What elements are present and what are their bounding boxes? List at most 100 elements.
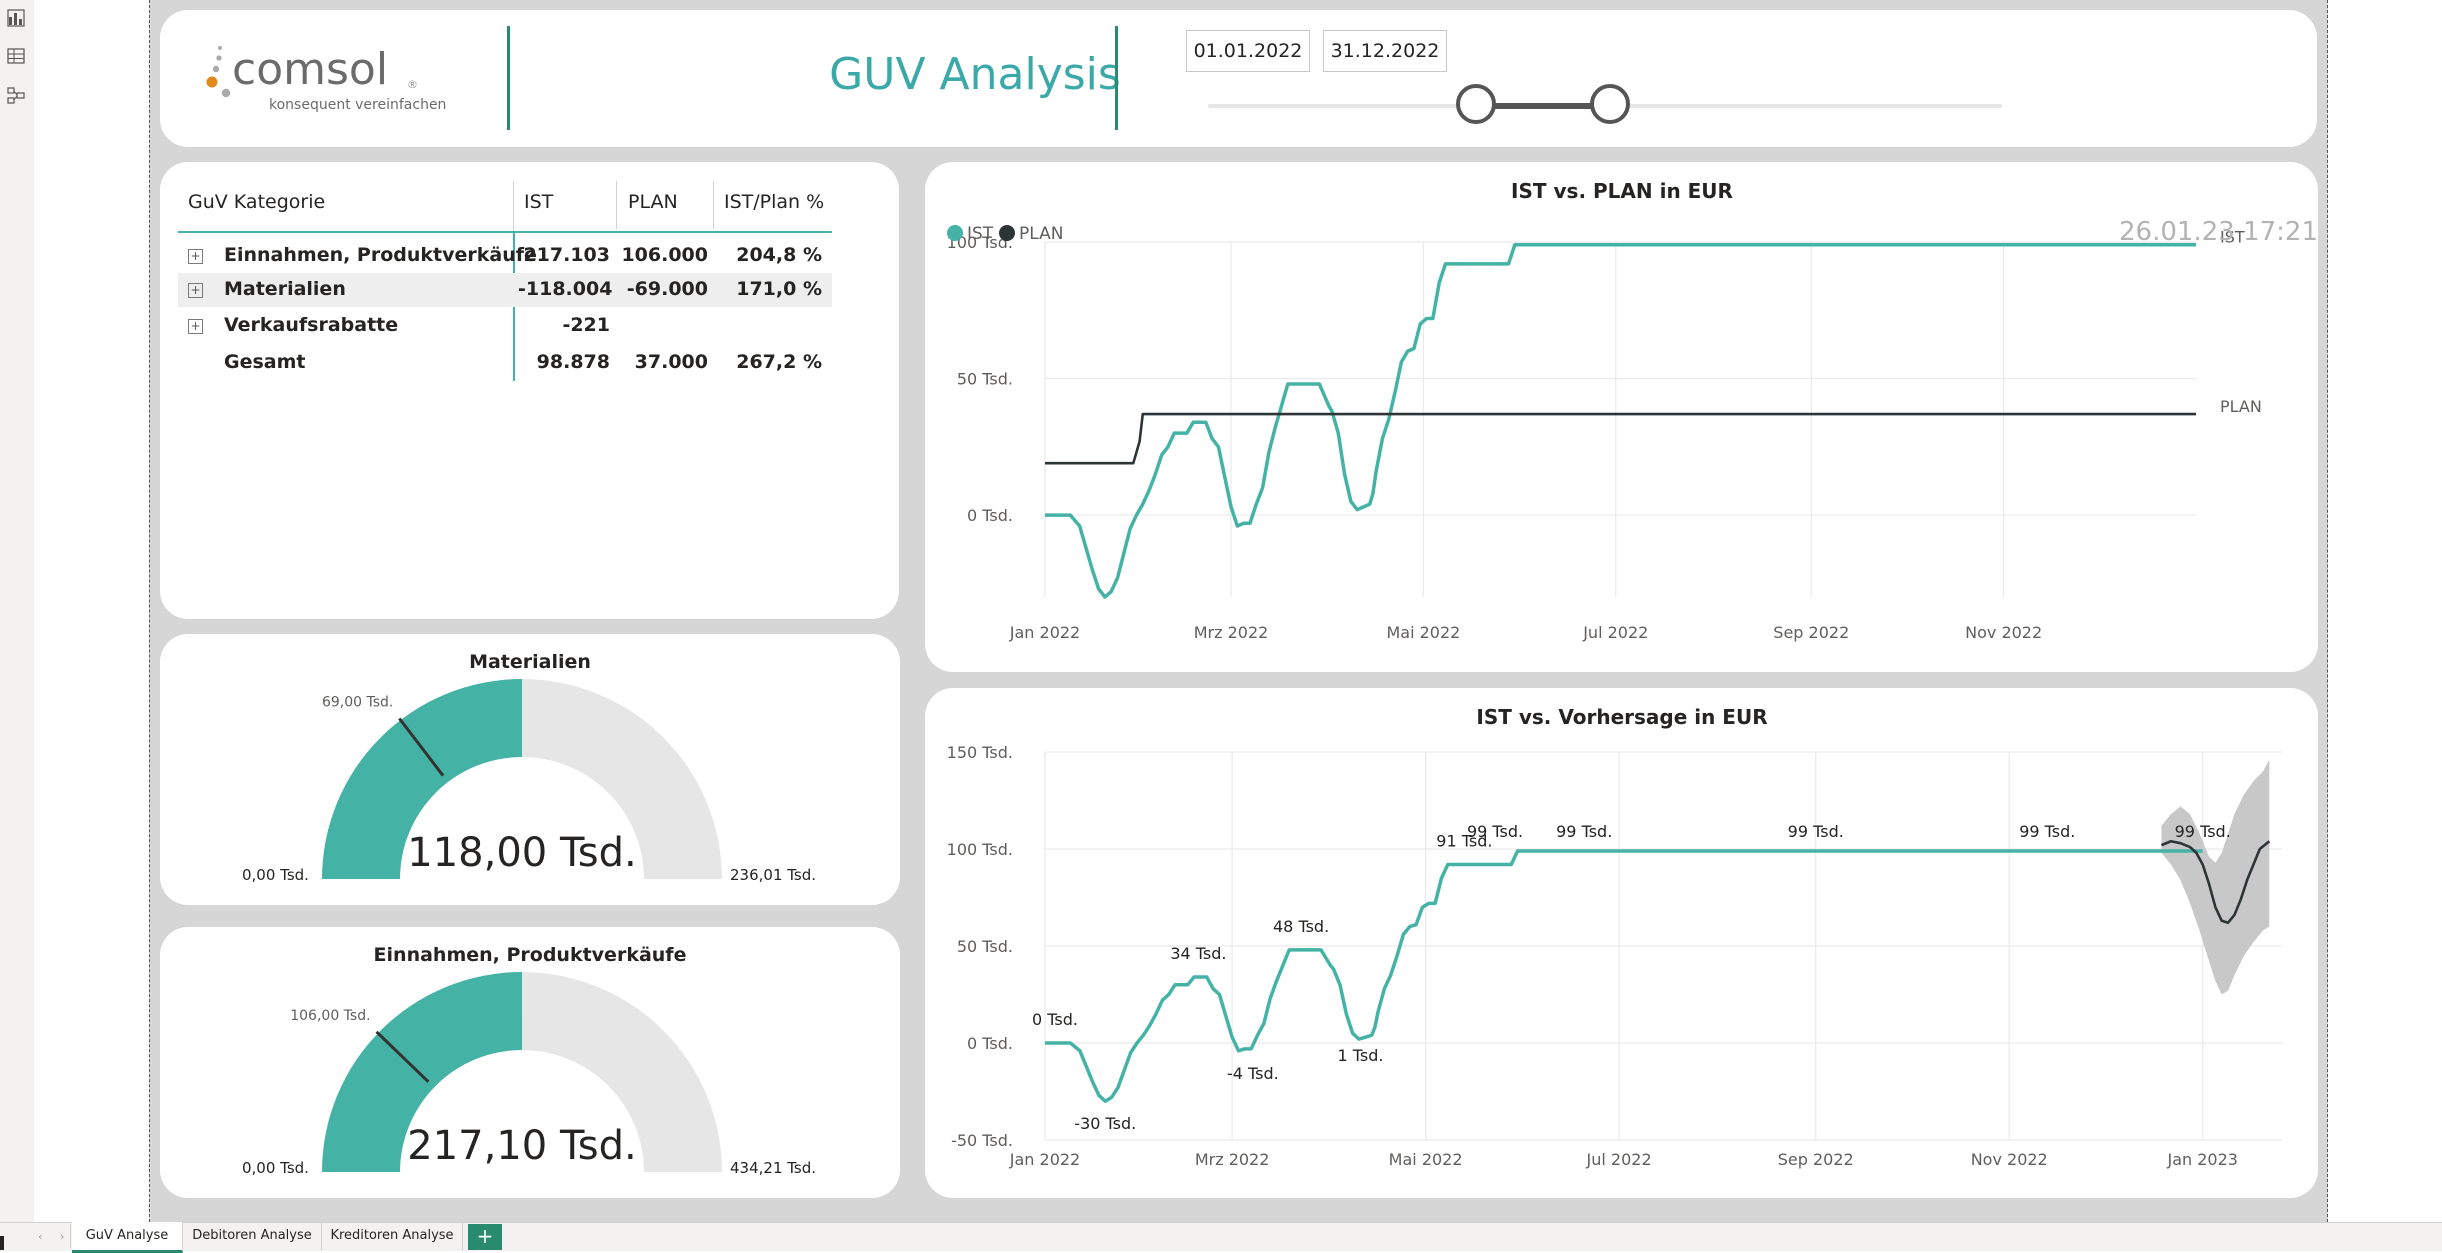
series-end-label: PLAN (2220, 397, 2262, 416)
data-label: 99 Tsd. (2019, 822, 2075, 841)
canvas-margin-right (2328, 0, 2442, 1222)
y-tick-label: 150 Tsd. (947, 743, 1013, 762)
data-label: 1 Tsd. (1338, 1046, 1384, 1065)
chart-ist-vs-vorhersage[interactable]: IST vs. Vorhersage in EUR -50 Tsd. 0 Tsd. 5… (925, 688, 2318, 1198)
date-slider-handle-start[interactable] (1456, 84, 1496, 124)
row-pct: 204,8 % (736, 244, 822, 266)
table-row[interactable]: + Verkaufsrabatte -221 (178, 309, 832, 343)
x-tick-label: Mrz 2022 (1194, 623, 1269, 642)
x-tick-label: Mrz 2022 (1195, 1150, 1270, 1169)
data-label: -30 Tsd. (1074, 1114, 1136, 1133)
gauge-value-arc (322, 679, 522, 879)
gauge-target-marker (375, 1030, 430, 1083)
gauge-max-label: 236,01 Tsd. (730, 866, 816, 884)
series-line-ist[interactable] (1045, 849, 2203, 1103)
row-plan: -69.000 (626, 278, 708, 300)
series-line-vorhersage[interactable] (2160, 839, 2271, 925)
col-sep-2 (616, 181, 617, 229)
tab-scroll-left-icon[interactable]: ‹ (38, 1230, 43, 1243)
data-label: 91 Tsd. (1436, 832, 1492, 851)
legend-marker-plan (999, 225, 1015, 241)
series-line-plan[interactable] (1045, 412, 2196, 465)
x-tick-label: Nov 2022 (1971, 1150, 2048, 1169)
data-label: 99 Tsd. (2175, 822, 2231, 841)
table-row[interactable]: + Einnahmen, Produktverkäufe 217.103 106… (178, 239, 832, 273)
total-name: Gesamt (224, 351, 306, 373)
tab-scroll-right-icon[interactable]: › (60, 1230, 65, 1243)
data-view-icon[interactable] (6, 46, 26, 66)
x-tick-label: Jul 2022 (1586, 1150, 1652, 1169)
col-header-plan[interactable]: PLAN (628, 191, 678, 213)
row-name: Materialien (224, 278, 346, 300)
row-plan: 106.000 (621, 244, 708, 266)
x-tick-label: Sep 2022 (1778, 1150, 1854, 1169)
logo-tagline: konsequent vereinfachen (269, 97, 446, 113)
x-tick-label: Mai 2022 (1386, 623, 1460, 642)
gauge-title: Materialien (469, 651, 591, 673)
data-label: 99 Tsd. (1467, 822, 1523, 841)
y-tick-label: -50 Tsd. (951, 1131, 1013, 1150)
tab-scroll-divider (70, 1224, 71, 1248)
tab-guv-analyse[interactable]: GuV Analyse (72, 1222, 183, 1253)
data-label: 99 Tsd. (1788, 822, 1844, 841)
y-tick-label: 0 Tsd. (967, 506, 1013, 525)
row-pct: 171,0 % (736, 278, 822, 300)
date-to-input[interactable]: 31.12.2022 (1323, 30, 1447, 72)
gauge-materialien[interactable]: Materialien 69,00 Tsd. 118,00 Tsd. 0,00 Tsd… (160, 634, 900, 905)
total-plan: 37.000 (634, 351, 708, 373)
gauge-target-label: 69,00 Tsd. (322, 694, 393, 710)
date-from-input[interactable]: 01.01.2022 (1186, 30, 1310, 72)
x-tick-label: Jul 2022 (1582, 623, 1648, 642)
refresh-timestamp: 26.01.23 17:21 (2119, 217, 2318, 247)
row-highlight (178, 273, 832, 307)
data-label: 99 Tsd. (1556, 822, 1612, 841)
model-view-icon[interactable] (6, 86, 26, 106)
date-slider-handle-end[interactable] (1590, 84, 1630, 124)
header-divider-left (507, 26, 510, 130)
gauge-card-materialien: Materialien 69,00 Tsd. 118,00 Tsd. 0,00 Tsd… (160, 634, 900, 905)
col-header-kategorie[interactable]: GuV Kategorie (188, 191, 326, 213)
chart-ist-plan-card: IST vs. PLAN in EUR 0 Tsd. 50 Tsd. 100 Tsd.… (925, 162, 2318, 672)
row-ist: 217.103 (523, 244, 610, 266)
legend-label-ist[interactable]: IST (967, 224, 994, 244)
gauge-einnahmen[interactable]: Einnahmen, Produktverkäufe 106,00 Tsd. 217… (160, 927, 900, 1198)
report-view-icon[interactable] (6, 8, 26, 28)
x-tick-label: Jan 2022 (1009, 1150, 1080, 1169)
header-divider-right (1115, 26, 1118, 130)
expand-icon[interactable]: + (188, 319, 203, 334)
chart-ist-vorhersage-card: IST vs. Vorhersage in EUR -50 Tsd. 0 Tsd. 5… (925, 688, 2318, 1198)
gauge-value-label: 217,10 Tsd. (407, 1123, 636, 1169)
add-page-button[interactable]: + (468, 1224, 502, 1250)
gauge-min-label: 0,00 Tsd. (242, 1159, 309, 1177)
expand-icon[interactable]: + (188, 283, 203, 298)
table-row[interactable]: + Materialien -118.004 -69.000 171,0 % (178, 273, 832, 307)
series-line-ist[interactable] (1045, 242, 2196, 599)
date-slider-range (1478, 103, 1610, 109)
x-tick-label: Mai 2022 (1389, 1150, 1463, 1169)
row-name: Einnahmen, Produktverkäufe (224, 244, 537, 266)
data-label: 0 Tsd. (1032, 1010, 1078, 1029)
gauge-title: Einnahmen, Produktverkäufe (374, 944, 687, 966)
x-tick-label: Jan 2023 (2166, 1150, 2237, 1169)
forecast-confidence-band (2161, 759, 2270, 995)
row-name: Verkaufsrabatte (224, 314, 399, 336)
y-tick-label: 100 Tsd. (947, 233, 1013, 252)
legend-label-plan[interactable]: PLAN (1019, 224, 1063, 244)
header-underline (178, 231, 832, 233)
expand-icon[interactable]: + (188, 249, 203, 264)
canvas-margin-left (34, 0, 149, 1222)
chart-ist-vs-plan[interactable]: IST vs. PLAN in EUR 0 Tsd. 50 Tsd. 100 Tsd.… (925, 162, 2318, 672)
col-header-ist[interactable]: IST (524, 191, 554, 213)
col-header-pct[interactable]: IST/Plan % (724, 191, 825, 213)
row-ist: -221 (562, 314, 610, 336)
view-switcher-bar (0, 0, 35, 1222)
tab-kreditoren-analyse[interactable]: Kreditoren Analyse (322, 1222, 463, 1250)
tab-debitoren-analyse[interactable]: Debitoren Analyse (183, 1222, 322, 1250)
y-tick-label: 0 Tsd. (967, 1034, 1013, 1053)
tab-bar-corner-mark (0, 1236, 4, 1250)
chart-title: IST vs. PLAN in EUR (1511, 179, 1733, 203)
row-header-separator (513, 233, 515, 381)
data-label: -4 Tsd. (1227, 1064, 1279, 1083)
gauge-value-arc (322, 972, 522, 1172)
col-sep-3 (713, 181, 714, 229)
